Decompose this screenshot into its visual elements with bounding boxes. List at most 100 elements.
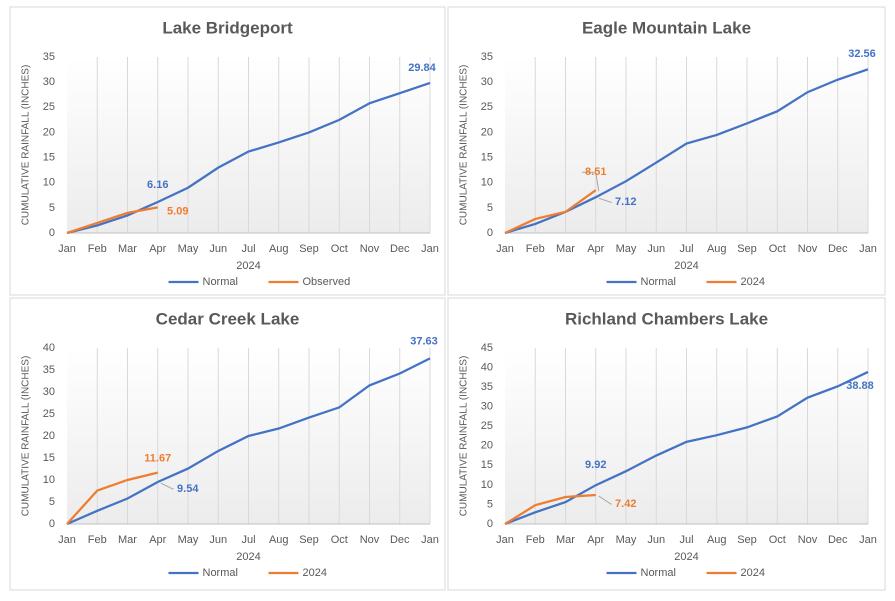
legend-label: 2024 — [303, 567, 327, 579]
x-tick-label: Nov — [360, 243, 380, 255]
x-tick-label: Sep — [299, 534, 319, 546]
y-tick-label: 5 — [49, 202, 55, 214]
data-label: 37.63 — [410, 335, 438, 347]
y-tick-label: 45 — [481, 342, 493, 354]
legend-label: Normal — [203, 567, 238, 579]
x-axis-title: 2024 — [236, 260, 260, 272]
y-tick-label: 5 — [487, 202, 493, 214]
x-tick-label: Oct — [331, 534, 348, 546]
y-tick-label: 15 — [481, 151, 493, 163]
y-tick-label: 10 — [43, 177, 55, 189]
legend-label: Normal — [203, 276, 238, 288]
chart-panel: Cedar Creek Lake Jan Feb Mar Apr May Jun Jul Aug… — [9, 297, 446, 591]
y-tick-label: 5 — [49, 496, 55, 508]
y-tick-label: 30 — [43, 386, 55, 398]
y-tick-label: 0 — [487, 518, 493, 530]
y-tick-label: 10 — [481, 479, 493, 491]
y-tick-label: 30 — [43, 76, 55, 88]
y-tick-label: 30 — [481, 401, 493, 413]
x-tick-label: Aug — [707, 243, 727, 255]
y-tick-label: 25 — [43, 408, 55, 420]
y-tick-label: 15 — [43, 452, 55, 464]
x-tick-label: Jun — [209, 534, 227, 546]
legend-label: 2024 — [741, 567, 765, 579]
data-label: 9.54 — [177, 483, 199, 495]
x-tick-label: Feb — [88, 243, 107, 255]
x-tick-label: Mar — [556, 534, 575, 546]
x-tick-label: Sep — [737, 243, 757, 255]
y-tick-label: 20 — [481, 440, 493, 452]
leader-line — [598, 197, 612, 203]
chart-panel: Richland Chambers Lake Jan Feb Mar Apr May Jun… — [447, 297, 886, 591]
x-tick-label: Apr — [149, 534, 166, 546]
y-tick-label: 20 — [43, 126, 55, 138]
y-tick-label: 15 — [43, 151, 55, 163]
series-line — [66, 206, 158, 235]
x-tick-label: Nov — [798, 534, 818, 546]
x-tick-label: Jan — [859, 243, 877, 255]
x-tick-label: Mar — [118, 243, 137, 255]
x-tick-label: Apr — [587, 243, 604, 255]
y-axis-title: CUMULATIVE RAINFALL (INCHES) — [459, 65, 470, 226]
x-tick-label: Mar — [118, 534, 137, 546]
y-tick-label: 20 — [481, 126, 493, 138]
y-tick-label: 15 — [481, 459, 493, 471]
x-tick-label: Oct — [769, 243, 786, 255]
x-tick-label: Jul — [679, 243, 693, 255]
x-tick-label: Jan — [859, 534, 877, 546]
chart-panel: Lake Bridgeport Jan Feb Mar Apr May Jun Jul Aug S… — [9, 6, 446, 296]
series-line — [504, 370, 869, 526]
x-tick-label: Apr — [587, 534, 604, 546]
chart-title: Eagle Mountain Lake — [582, 18, 751, 37]
data-label: 9.92 — [585, 459, 606, 471]
x-tick-label: Jan — [496, 243, 514, 255]
y-tick-label: 35 — [43, 364, 55, 376]
x-tick-label: Jan — [421, 534, 439, 546]
legend-label: Observed — [303, 276, 351, 288]
x-tick-label: Oct — [331, 243, 348, 255]
y-axis-title: CUMULATIVE RAINFALL (INCHES) — [459, 356, 470, 517]
data-label: 7.12 — [615, 196, 636, 208]
x-tick-label: Dec — [828, 534, 848, 546]
x-tick-label: Feb — [526, 243, 545, 255]
y-tick-label: 35 — [481, 381, 493, 393]
x-tick-label: May — [616, 534, 637, 546]
x-tick-label: Jan — [58, 534, 76, 546]
x-tick-label: Jan — [421, 243, 439, 255]
x-tick-label: Aug — [707, 534, 727, 546]
data-label: 38.88 — [846, 380, 874, 392]
x-tick-label: Jul — [241, 243, 255, 255]
x-axis-title: 2024 — [236, 551, 260, 563]
x-tick-label: Feb — [526, 534, 545, 546]
x-axis-title: 2024 — [674, 551, 698, 563]
y-tick-label: 10 — [43, 474, 55, 486]
y-tick-label: 0 — [487, 227, 493, 239]
x-tick-label: Apr — [149, 243, 166, 255]
x-tick-label: Dec — [390, 534, 410, 546]
data-label: 5.09 — [167, 205, 188, 217]
x-tick-label: Nov — [360, 534, 380, 546]
chart-title: Cedar Creek Lake — [156, 309, 300, 328]
y-axis-title: CUMULATIVE RAINFALL (INCHES) — [21, 356, 32, 517]
x-tick-label: Jul — [679, 534, 693, 546]
x-tick-label: Jul — [241, 534, 255, 546]
data-label: 29.84 — [408, 62, 436, 74]
y-tick-label: 25 — [481, 101, 493, 113]
y-tick-label: 10 — [481, 177, 493, 189]
x-tick-label: Dec — [828, 243, 848, 255]
y-tick-label: 5 — [487, 498, 493, 510]
x-axis-title: 2024 — [674, 260, 698, 272]
x-tick-label: Jun — [647, 534, 665, 546]
series-line — [504, 493, 596, 525]
x-tick-label: Mar — [556, 243, 575, 255]
data-label: 32.56 — [848, 48, 876, 60]
y-tick-label: 35 — [43, 51, 55, 63]
x-tick-label: May — [178, 534, 199, 546]
y-tick-label: 35 — [481, 51, 493, 63]
y-tick-label: 20 — [43, 430, 55, 442]
y-tick-label: 40 — [43, 342, 55, 354]
x-tick-label: Jan — [496, 534, 514, 546]
y-tick-label: 30 — [481, 76, 493, 88]
x-tick-label: Nov — [798, 243, 818, 255]
